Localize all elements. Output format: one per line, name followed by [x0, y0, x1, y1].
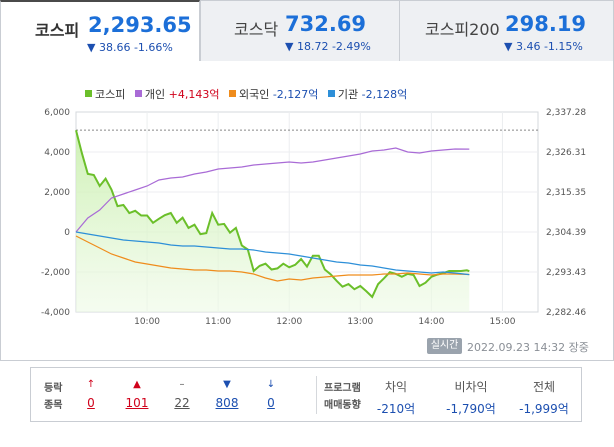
legend-item-individual[interactable]: 개인 +4,143억: [134, 86, 220, 102]
x-tick-label: 11:00: [205, 317, 231, 327]
y-left-tick-label: -4,000: [41, 308, 70, 318]
series-line-3: [75, 231, 470, 276]
breadth-upper-limit[interactable]: ↑ 0: [71, 378, 111, 410]
program-total-value: -1,999억: [519, 402, 569, 416]
tab-kospi200[interactable]: 코스피200 298.19 ▼ 3.46 -1.15%: [399, 0, 614, 62]
individual-swatch-icon: [134, 90, 142, 97]
program-arbitrage-head: 차익: [384, 380, 408, 394]
y-left-tick-label: 2,000: [44, 188, 70, 198]
breadth-unchanged[interactable]: – 22: [162, 378, 202, 410]
program-non-arbitrage-head: 비차익: [454, 380, 488, 394]
fall-count[interactable]: 808: [215, 396, 239, 410]
y-right-tick-label: 2,282.46: [546, 308, 586, 318]
legend-item-kospi[interactable]: 코스피: [85, 86, 125, 102]
tab-kospi[interactable]: 코스피 2,293.65 ▼ 38.66 -1.66%: [0, 0, 200, 62]
y-left-tick-label: 6,000: [44, 108, 70, 118]
y-right-tick-label: 2,315.35: [546, 188, 586, 198]
tab-kospi-value: 2,293.65: [88, 13, 192, 37]
tab-kospi-name: 코스피: [35, 21, 80, 40]
program-non-arbitrage-value: -1,790억: [446, 402, 496, 416]
breadth-lower-limit[interactable]: ↓ 0: [251, 378, 291, 410]
y-left-tick-label: 4,000: [44, 148, 70, 158]
legend-value-foreign: -2,127억: [272, 88, 319, 101]
rise-count[interactable]: 101: [125, 396, 149, 410]
program-arbitrage: 차익 -210억: [356, 378, 436, 417]
legend-value-institution: -2,128억: [361, 88, 408, 101]
tab-kosdaq-value: 732.69: [285, 12, 367, 36]
tab-kosdaq-name: 코스닥: [234, 20, 279, 39]
unchanged-dash-icon: –: [179, 379, 185, 390]
series-line-1: [75, 147, 470, 233]
program-non-arbitrage: 비차익 -1,790억: [431, 378, 511, 417]
lower-limit-arrow-icon: ↓: [266, 379, 276, 390]
y-right-tick-label: 2,337.28: [546, 108, 586, 118]
series-line-0: [75, 129, 470, 299]
x-tick-label: 14:00: [418, 317, 444, 327]
institution-swatch-icon: [327, 90, 335, 97]
tab-kospi200-change: ▼ 3.46 -1.15%: [504, 40, 583, 53]
program-arbitrage-value: -210억: [376, 402, 416, 416]
breadth-label-line2: 종목: [44, 400, 63, 411]
tab-kospi200-value: 298.19: [505, 12, 587, 36]
breadth-fall[interactable]: ▼ 808: [207, 378, 247, 410]
breadth-rise[interactable]: ▲ 101: [117, 378, 157, 410]
market-stats-box: 등락 종목 ↑ 0 ▲ 101 – 22 ▼ 808 ↓ 0 프로그램 매매동향…: [30, 367, 582, 422]
unchanged-count[interactable]: 22: [174, 396, 190, 410]
breadth-label-line1: 등락: [44, 383, 63, 394]
series-line-2: [75, 235, 470, 282]
intraday-chart: 6,000 2,337.28 4,000 2,326.31 2,000 2,315.35 0…: [41, 108, 586, 327]
index-tabs: 코스피 2,293.65 ▼ 38.66 -1.66% 코스닥 732.69 ▼…: [0, 0, 614, 62]
tab-kosdaq[interactable]: 코스닥 732.69 ▼ 18.72 -2.49%: [200, 0, 400, 62]
program-label-line2: 매매동향: [324, 400, 361, 411]
rise-triangle-icon: ▲: [133, 379, 141, 390]
y-left-tick-label: 0: [64, 228, 70, 238]
lower-limit-count[interactable]: 0: [267, 396, 275, 410]
y-right-tick-label: 2,293.43: [546, 268, 586, 278]
legend-label-kospi: 코스피: [95, 88, 126, 101]
tab-kospi200-name: 코스피200: [425, 20, 500, 39]
x-tick-label: 10:00: [134, 317, 160, 327]
legend-item-foreign[interactable]: 외국인 -2,127억: [228, 86, 319, 102]
x-tick-label: 15:00: [489, 317, 515, 327]
program-total-head: 전체: [532, 380, 556, 394]
stats-divider: [316, 376, 317, 414]
legend-label-institution: 기관: [337, 88, 359, 101]
y-left-tick-label: -2,000: [41, 268, 70, 278]
chart-legend: 코스피 개인 +4,143억 외국인 -2,127억 기관 -2,128억: [85, 86, 413, 102]
x-tick-label: 12:00: [276, 317, 302, 327]
legend-label-individual: 개인: [144, 88, 166, 101]
legend-item-institution[interactable]: 기관 -2,128억: [327, 86, 408, 102]
realtime-button[interactable]: 실시간: [427, 338, 462, 354]
y-right-tick-label: 2,326.31: [546, 148, 586, 158]
legend-label-foreign: 외국인: [238, 88, 270, 101]
y-right-tick-label: 2,304.39: [546, 228, 586, 238]
tab-kosdaq-change: ▼ 18.72 -2.49%: [285, 40, 371, 53]
upper-limit-arrow-icon: ↑: [86, 379, 96, 390]
fall-triangle-icon: ▼: [223, 379, 231, 390]
foreign-swatch-icon: [228, 90, 236, 97]
tab-kospi-change: ▼ 38.66 -1.66%: [87, 41, 173, 54]
x-tick-label: 13:00: [347, 317, 373, 327]
program-label-line1: 프로그램: [324, 383, 361, 394]
kospi-swatch-icon: [85, 90, 92, 97]
program-total: 전체 -1,999억: [504, 378, 584, 417]
timestamp: 2022.09.23 14:32 장중: [467, 341, 589, 354]
legend-value-individual: +4,143억: [168, 88, 220, 101]
upper-limit-count[interactable]: 0: [87, 396, 95, 410]
kospi-area: [76, 130, 470, 312]
